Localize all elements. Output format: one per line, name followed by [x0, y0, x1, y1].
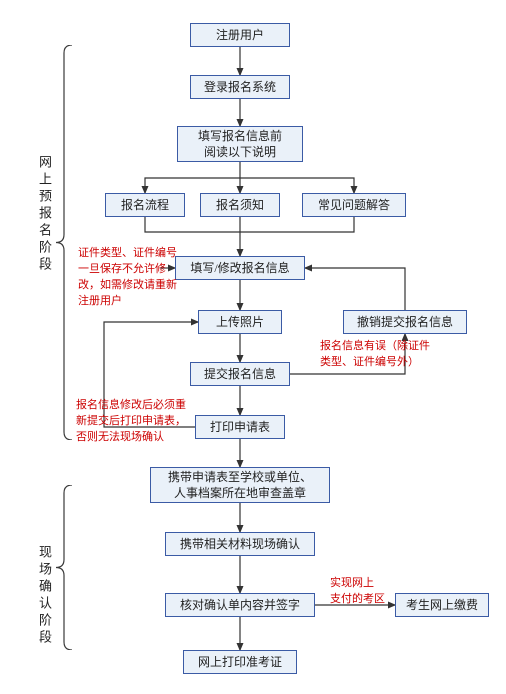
flow-node-n11: 核对确认单内容并签字: [165, 593, 315, 617]
arrow-a3R: [240, 178, 354, 193]
arrow-aErr2: [305, 268, 405, 310]
flow-node-nR: 撤销提交报名信息: [343, 310, 467, 334]
flow-node-n1: 注册用户: [190, 23, 290, 47]
flow-node-n3: 填写报名信息前阅读以下说明: [177, 126, 303, 162]
annotation-note3: 报名信息修改后必须重新提交后打印申请表，否则无法现场确认: [76, 398, 206, 446]
flow-node-n4b: 报名须知: [200, 193, 280, 217]
arrow-a3L: [145, 162, 240, 193]
flow-node-n4c: 常见问题解答: [302, 193, 406, 217]
flow-node-n6: 上传照片: [198, 310, 282, 334]
flow-node-nPay: 考生网上缴费: [395, 593, 489, 617]
flow-node-n10: 携带相关材料现场确认: [165, 532, 315, 556]
flow-node-n12: 网上打印准考证: [183, 650, 297, 674]
flow-node-n8: 打印申请表: [195, 415, 285, 439]
arrow-a4R: [240, 217, 354, 232]
annotation-note2: 报名信息有误（除证件类型、证件编号外）: [320, 339, 470, 371]
annotation-note1: 证件类型、证件编号一旦保存不允许修改，如需修改请重新注册用户: [78, 246, 198, 310]
flow-node-n7: 提交报名信息: [190, 362, 290, 386]
flow-node-n9: 携带申请表至学校或单位、人事档案所在地审查盖章: [150, 467, 330, 503]
annotation-note4: 实现网上支付的考区: [330, 576, 400, 608]
arrow-a4L: [145, 217, 240, 232]
phase-label-phase-2: 现场确认阶段: [35, 545, 54, 647]
phase-label-phase-1: 网上预报名阶段: [35, 155, 54, 274]
flow-node-n4a: 报名流程: [105, 193, 185, 217]
flow-node-n2: 登录报名系统: [190, 75, 290, 99]
